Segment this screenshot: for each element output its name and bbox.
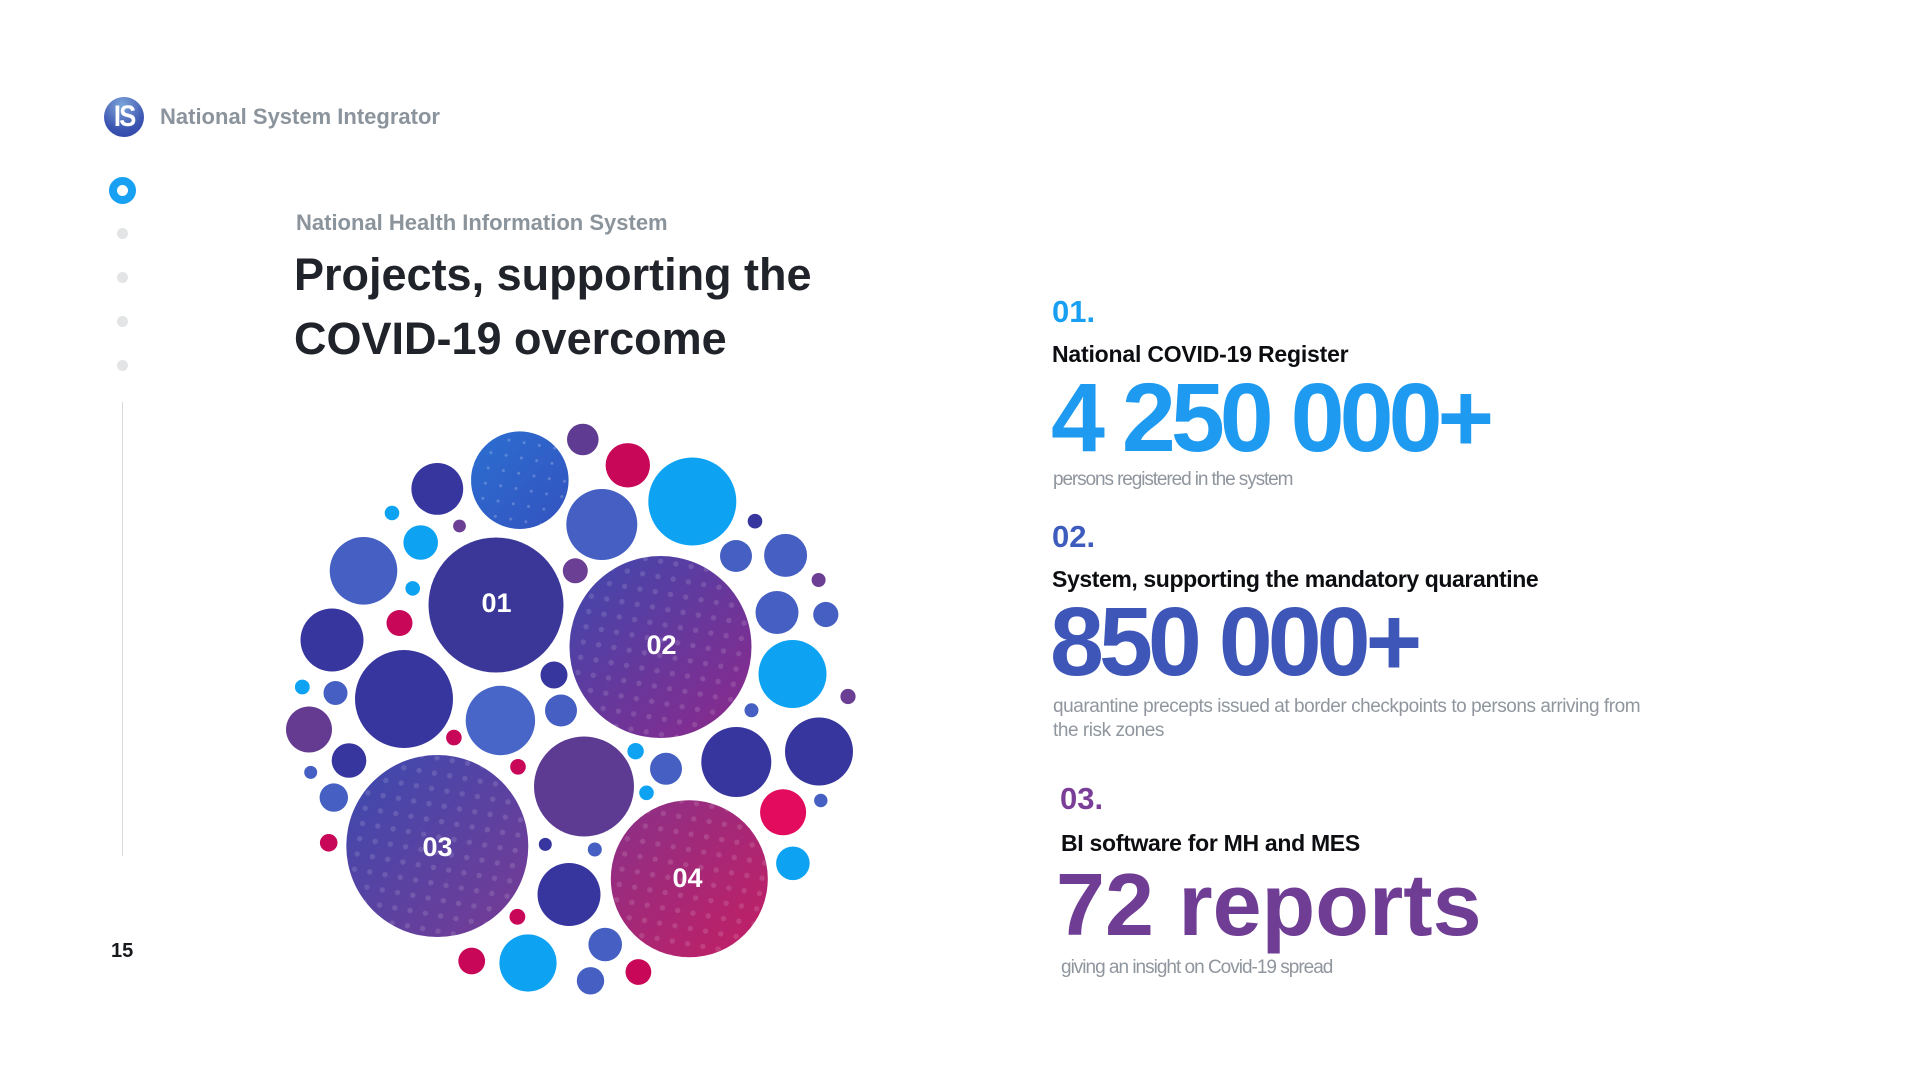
svg-text:03: 03 (422, 832, 452, 862)
svg-text:04: 04 (672, 863, 702, 893)
svg-text:02: 02 (646, 630, 676, 660)
svg-text:01: 01 (481, 588, 511, 618)
